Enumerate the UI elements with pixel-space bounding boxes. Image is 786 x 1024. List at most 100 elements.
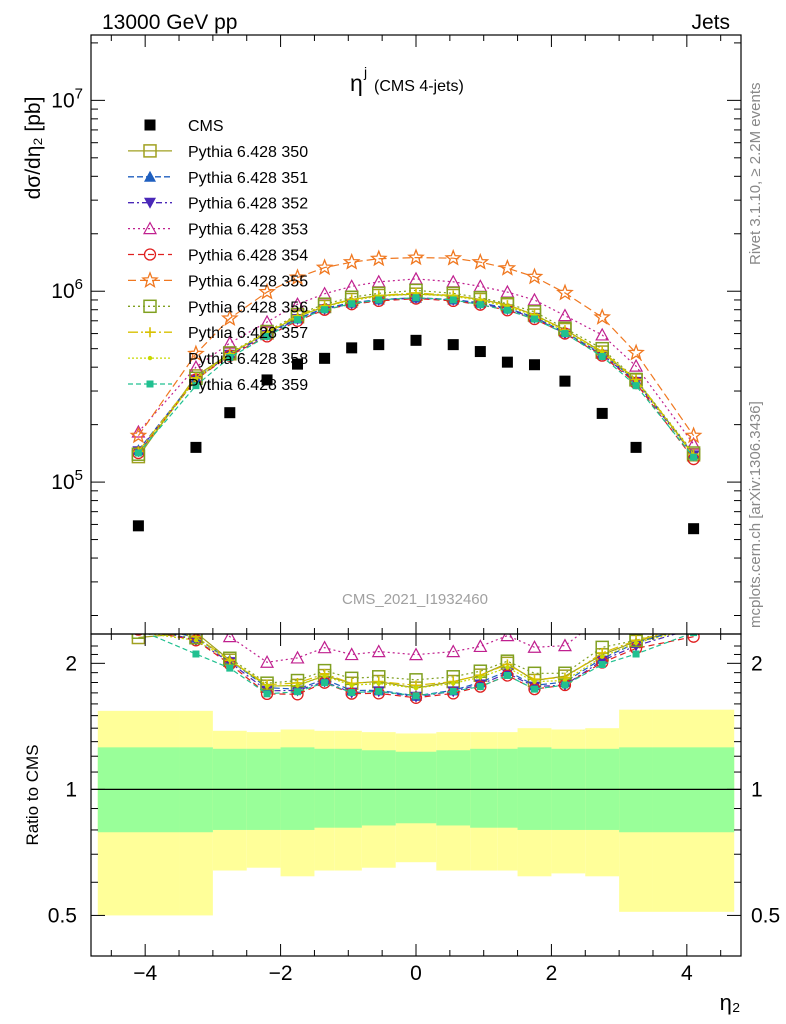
series-point (598, 352, 606, 360)
cms-point (319, 352, 331, 364)
band-stat (361, 750, 396, 826)
legend-marker (144, 170, 156, 182)
x-tick-label: 4 (681, 962, 693, 985)
ratio-series-point (375, 687, 383, 695)
ratio-series-point (599, 654, 605, 659)
ratio-series-point (193, 638, 199, 643)
plot-title-subtitle: (CMS 4-jets) (374, 78, 464, 95)
series-point (192, 382, 200, 390)
ratio-series-point (227, 658, 233, 663)
ratio-series-point (632, 650, 640, 658)
series-point (627, 343, 645, 361)
ratio-series-point (503, 671, 511, 679)
ratio-series-point (473, 639, 488, 653)
cms-point (447, 339, 459, 351)
ratio-series-point (409, 691, 423, 704)
cms-point (292, 358, 304, 370)
series-point (527, 292, 542, 306)
ratio-series-point (371, 644, 386, 658)
x-tick-label: −2 (269, 962, 293, 985)
cms-point (474, 346, 486, 358)
series-point (449, 296, 457, 304)
series-point (187, 344, 205, 362)
series-point (557, 308, 572, 322)
y-axis-ratio-label: Ratio to CMS (23, 744, 42, 845)
cms-point (528, 359, 540, 371)
legend: CMS Pythia 6.428 350 Pythia 6.428 351 Pythi… (128, 118, 308, 394)
legend-marker (143, 144, 157, 158)
ratio-y-tick-label: 2 (65, 652, 77, 675)
band-stat (436, 750, 471, 826)
legend-marker (143, 299, 157, 314)
ratio-series-point (290, 650, 305, 664)
ratio-series-point (322, 673, 327, 679)
ratio-series-point (321, 679, 329, 687)
ratio-series-point (344, 647, 359, 661)
ratio-series-point (222, 634, 237, 643)
series-point (226, 353, 234, 361)
series-point (498, 258, 517, 276)
series-line (137, 278, 695, 445)
series-point (288, 268, 307, 286)
series-point (193, 377, 199, 382)
ratio-series-point (530, 685, 538, 693)
series-line (137, 257, 695, 437)
legend-marker (147, 355, 153, 361)
cms-point (224, 407, 236, 419)
legend-label: Pythia 6.428 355 (188, 273, 308, 290)
ratio-series-point (263, 690, 271, 698)
ratio-series-point (295, 683, 300, 688)
series-point (690, 453, 698, 461)
ratio-series-point (527, 640, 542, 653)
series-point (342, 252, 361, 270)
legend-label: Pythia 6.428 359 (188, 377, 308, 394)
band-stat (497, 748, 518, 828)
cms-point (190, 441, 202, 453)
legend-marker-cms (144, 119, 156, 131)
series-point (134, 449, 142, 457)
cms-point (688, 523, 700, 535)
ratio-series-point (598, 661, 606, 669)
series-line (137, 293, 695, 456)
ratio-y-tick-label: 1 (65, 778, 77, 801)
series-point (129, 426, 148, 444)
series-point (525, 267, 544, 285)
ratio-series-point (413, 685, 419, 691)
series-point (556, 283, 574, 301)
ratio-series-point (451, 681, 456, 686)
ratio-series-point (446, 644, 461, 658)
legend-marker (142, 221, 158, 235)
ratio-series-point (226, 664, 234, 672)
x-tick-label: 2 (546, 962, 558, 985)
ratio-y-tick-label-right: 2 (751, 652, 763, 675)
ratio-series-point (478, 675, 483, 680)
band-stat (517, 747, 552, 830)
plot-title-symbol: η (350, 70, 363, 96)
ratio-series-point (476, 683, 484, 691)
series-point (595, 327, 610, 341)
legend-label: Pythia 6.428 350 (188, 144, 308, 161)
plot-title: η j (CMS 4-jets) (350, 64, 464, 96)
series-point (348, 300, 356, 308)
band-stat (470, 748, 498, 828)
series-point (471, 252, 490, 270)
y-tick-label: 105 (51, 467, 83, 494)
legend-label: Pythia 6.428 356 (188, 299, 308, 316)
ratio-series-line (146, 634, 675, 689)
series-point (629, 358, 644, 372)
watermark: CMS_2021_I1932460 (342, 591, 488, 608)
ratio-series-point (500, 634, 515, 642)
legend-label: Pythia 6.428 352 (188, 196, 308, 213)
series-point (476, 301, 484, 309)
band-stat (395, 751, 437, 824)
mcplots-label: mcplots.cern.ch [arXiv:1306.3436] (747, 401, 764, 628)
series-point (315, 258, 334, 276)
cms-point (596, 407, 608, 419)
legend-label: Pythia 6.428 354 (188, 248, 308, 265)
ratio-series-group (131, 634, 701, 704)
band-stat (334, 748, 362, 828)
legend-label: Pythia 6.428 353 (188, 222, 308, 239)
series-point (561, 330, 569, 338)
ratio-series-point (505, 665, 510, 670)
